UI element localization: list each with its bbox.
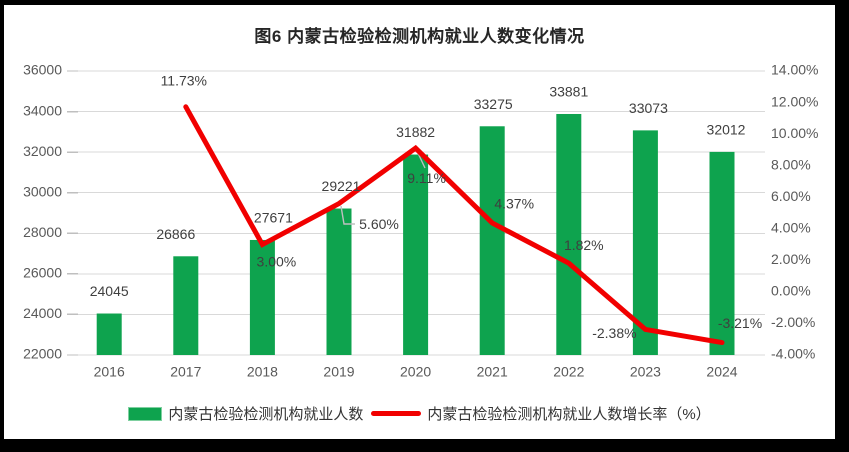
line-value-label: 11.73% [161,73,207,89]
right-axis-tick-label: 4.00% [771,219,811,235]
right-axis-tick-label: -2.00% [771,314,815,330]
left-axis-tick-label: 36000 [23,62,62,78]
bar-series-swatch-icon [128,406,163,421]
line-value-label: 1.82% [564,237,604,253]
bars-series [96,113,735,356]
line-value-label: 5.60% [359,216,399,232]
line-value-label: 9.11% [407,170,446,186]
left-axis-tick-label: 28000 [23,224,62,240]
bar-value-label: 33073 [629,100,668,116]
leader-line [340,205,355,225]
bar-2020 [403,154,429,355]
bar-value-label: 31882 [396,124,435,140]
left-axis-tick-label: 30000 [23,183,62,199]
bar-2021 [479,126,505,356]
legend-label-growth-rate: 内蒙古检验检测机构就业人数增长率（%） [427,406,711,423]
right-axis-tick-label: 8.00% [771,156,811,172]
x-axis-label: 2016 [94,364,125,380]
left-axis-tick-label: 32000 [23,143,62,159]
bar-2024 [709,151,735,355]
left-axis-tick-label: 24000 [23,305,62,321]
line-value-label: 4.37% [494,196,534,212]
right-axis-tick-label: 10.00% [771,125,818,141]
bar-2023 [632,130,658,355]
x-axis-label: 2023 [630,364,661,380]
right-axis-tick-label: 2.00% [771,251,811,267]
bar-value-label: 26866 [156,226,195,242]
bar-2016 [96,313,122,355]
line-series-swatch-icon [371,411,422,416]
line-value-label: -3.21% [718,315,762,331]
bar-2018 [249,239,275,355]
growth-rate-line [183,104,725,346]
chart-title: 图6 内蒙古检验检测机构就业人数变化情况 [254,27,585,46]
bar-value-label: 33881 [549,84,588,100]
right-axis-tick-label: 0.00% [771,283,811,299]
right-axis-tick-label: -4.00% [771,346,815,362]
bar-value-label: 24045 [90,283,129,299]
x-axis-label: 2018 [247,364,278,380]
left-axis-tick-label: 22000 [23,346,62,362]
bar-value-label: 29221 [322,178,361,194]
x-axis-label: 2017 [170,364,201,380]
bar-2022 [556,113,582,355]
bar-value-label: 33275 [474,96,513,112]
x-axis-label: 2022 [553,364,584,380]
right-axis-tick-label: 14.00% [771,62,818,78]
bar-value-label: 32012 [707,122,746,138]
bar-value-label: 27671 [254,210,293,226]
legend-item-growth-rate: 内蒙古检验检测机构就业人数增长率（%） [371,403,711,424]
legend-label-employment: 内蒙古检验检测机构就业人数 [168,406,364,423]
chart-legend: 内蒙古检验检测机构就业人数 内蒙古检验检测机构就业人数增长率（%） [4,403,835,424]
legend-item-employment: 内蒙古检验检测机构就业人数 [128,403,363,424]
x-axis-label: 2019 [323,364,354,380]
x-axis-label: 2020 [400,364,431,380]
bar-2017 [173,256,199,355]
left-axis-tick-label: 34000 [23,102,62,118]
line-value-label: 3.00% [257,253,297,269]
x-axis-label: 2024 [706,364,737,380]
x-axis-label: 2021 [477,364,508,380]
line-value-label: -2.38% [592,325,636,341]
right-axis-tick-label: 12.00% [771,93,818,109]
left-axis-tick-label: 26000 [23,265,62,281]
right-axis-tick-label: 6.00% [771,188,811,204]
bar-2019 [326,208,352,355]
